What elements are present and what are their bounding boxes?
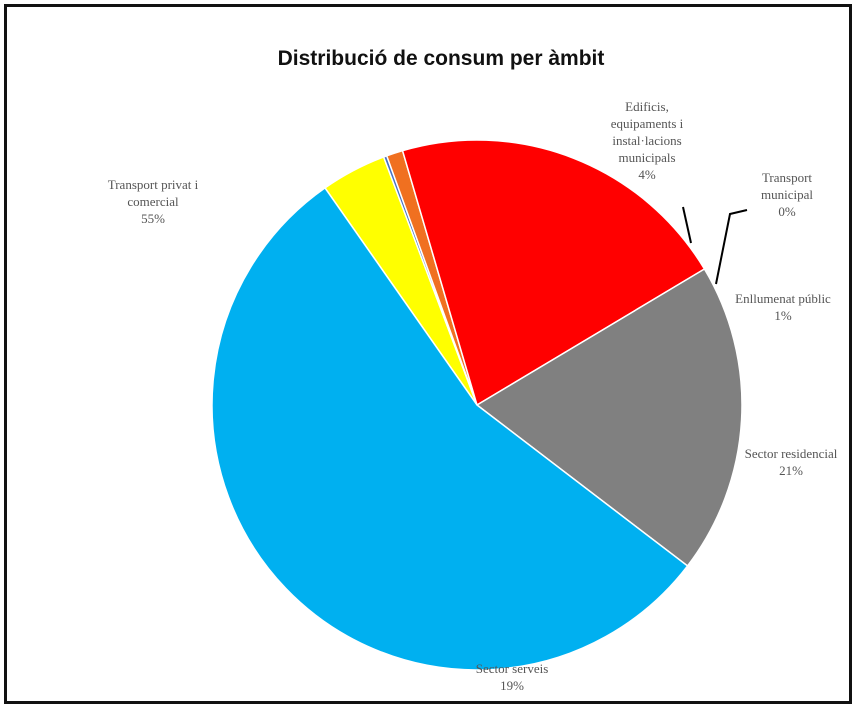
pie-slice xyxy=(475,268,743,567)
chart-frame: Distribució de consum per àmbit Edificis… xyxy=(4,4,852,704)
leader-line xyxy=(682,206,692,244)
slice-label: Sector serveis 19% xyxy=(476,661,549,693)
leader-line xyxy=(715,209,748,285)
slice-labels: Edificis, equipaments i instal·lacions muni… xyxy=(108,99,838,693)
slice-label: Sector residencial 21% xyxy=(745,446,838,478)
slice-label: Transport privat i comercial 55% xyxy=(108,177,199,226)
chart-title: Distribució de consum per àmbit xyxy=(278,47,605,70)
slice-label: Enllumenat públic 1% xyxy=(735,291,831,323)
leader-lines xyxy=(682,206,748,285)
pie-chart: Distribució de consum per àmbit Edificis… xyxy=(108,47,838,693)
pie-slices xyxy=(211,139,743,671)
pie-slice xyxy=(401,139,706,407)
pie-slice xyxy=(211,186,689,671)
slice-label: Transport municipal 0% xyxy=(761,170,813,219)
slice-label: Edificis, equipaments i instal·lacions muni… xyxy=(611,99,684,182)
